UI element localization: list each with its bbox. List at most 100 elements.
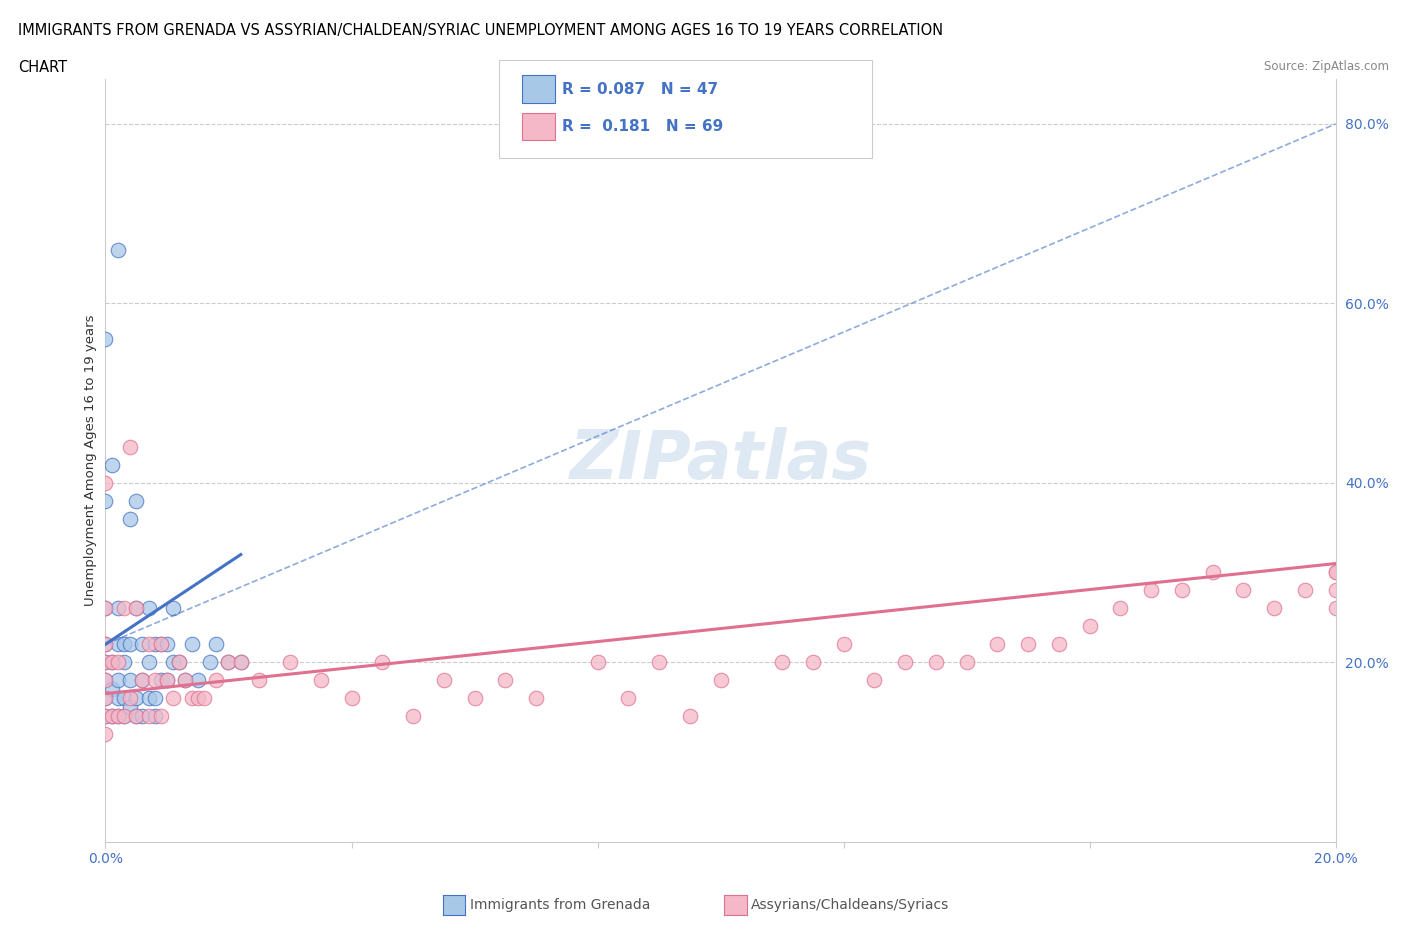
Point (193, 691, 215, 706)
Point (125, 709, 148, 724)
Point (143, 691, 166, 706)
Point (205, 637, 228, 652)
Point (149, 637, 172, 652)
Point (863, 672, 886, 687)
Point (125, 601, 148, 616)
Point (112, 709, 135, 724)
Point (120, 699, 141, 714)
Point (340, 691, 363, 706)
Point (174, 672, 197, 687)
Point (138, 691, 160, 706)
Point (1294, 583, 1316, 598)
Point (229, 655, 252, 670)
Point (125, 709, 148, 724)
Point (402, 709, 425, 724)
Point (149, 637, 172, 652)
Point (94, 332, 117, 347)
Point (1201, 565, 1223, 580)
Point (107, 637, 129, 652)
Point (218, 655, 240, 670)
Point (94, 475, 117, 490)
Point (1232, 583, 1254, 598)
Point (94, 493, 117, 508)
Point (1324, 583, 1347, 598)
Point (187, 691, 209, 706)
Point (112, 601, 135, 616)
Point (138, 709, 160, 724)
Point (138, 655, 160, 670)
Text: Assyrians/Chaldeans/Syriacs: Assyrians/Chaldeans/Syriacs (751, 897, 949, 912)
Point (94, 709, 117, 724)
Point (801, 655, 824, 670)
Point (894, 655, 917, 670)
Point (131, 672, 153, 687)
Point (229, 655, 252, 670)
Point (1017, 637, 1039, 652)
Point (143, 637, 166, 652)
Point (125, 601, 148, 616)
Point (120, 637, 141, 652)
Point (100, 709, 122, 724)
Point (925, 655, 948, 670)
Point (956, 655, 979, 670)
Point (371, 655, 394, 670)
Point (107, 242, 129, 257)
Text: R =  0.181   N = 69: R = 0.181 N = 69 (562, 119, 724, 134)
Point (524, 691, 547, 706)
Point (1140, 583, 1163, 598)
Point (174, 672, 197, 687)
Point (162, 691, 184, 706)
Point (94, 691, 117, 706)
Point (125, 691, 148, 706)
Text: IMMIGRANTS FROM GRENADA VS ASSYRIAN/CHALDEAN/SYRIAC UNEMPLOYMENT AMONG AGES 16 T: IMMIGRANTS FROM GRENADA VS ASSYRIAN/CHAL… (18, 23, 943, 38)
Point (120, 512, 141, 526)
Point (143, 709, 166, 724)
Point (1047, 637, 1070, 652)
Text: Immigrants from Grenada: Immigrants from Grenada (470, 897, 650, 912)
Point (100, 682, 122, 697)
Point (180, 691, 202, 706)
Point (107, 691, 129, 706)
Point (309, 672, 332, 687)
Point (107, 709, 129, 724)
Point (180, 637, 202, 652)
Point (648, 655, 671, 670)
Point (94, 601, 117, 616)
Point (100, 655, 122, 670)
Point (169, 655, 191, 670)
Y-axis label: Unemployment Among Ages 16 to 19 years: Unemployment Among Ages 16 to 19 years (84, 314, 97, 606)
Point (679, 709, 702, 724)
Point (107, 601, 129, 616)
Point (120, 672, 141, 687)
Text: Source: ZipAtlas.com: Source: ZipAtlas.com (1264, 60, 1389, 73)
Point (169, 655, 191, 670)
Point (187, 672, 209, 687)
Point (247, 672, 270, 687)
Point (94, 726, 117, 741)
Point (617, 691, 640, 706)
Point (218, 655, 240, 670)
Point (162, 601, 184, 616)
Point (138, 637, 160, 652)
Point (433, 672, 456, 687)
Point (120, 691, 141, 706)
Point (1324, 565, 1347, 580)
Point (94, 601, 117, 616)
Point (1263, 601, 1285, 616)
Point (586, 655, 609, 670)
Point (143, 672, 166, 687)
Point (131, 672, 153, 687)
Point (1324, 601, 1347, 616)
Point (112, 691, 135, 706)
Point (156, 672, 179, 687)
Text: CHART: CHART (18, 60, 67, 75)
Point (94, 637, 117, 652)
Point (112, 655, 135, 670)
Point (94, 672, 117, 687)
Point (149, 709, 172, 724)
Point (138, 601, 160, 616)
Point (710, 672, 733, 687)
Point (125, 493, 148, 508)
Point (198, 655, 221, 670)
Point (112, 709, 135, 724)
